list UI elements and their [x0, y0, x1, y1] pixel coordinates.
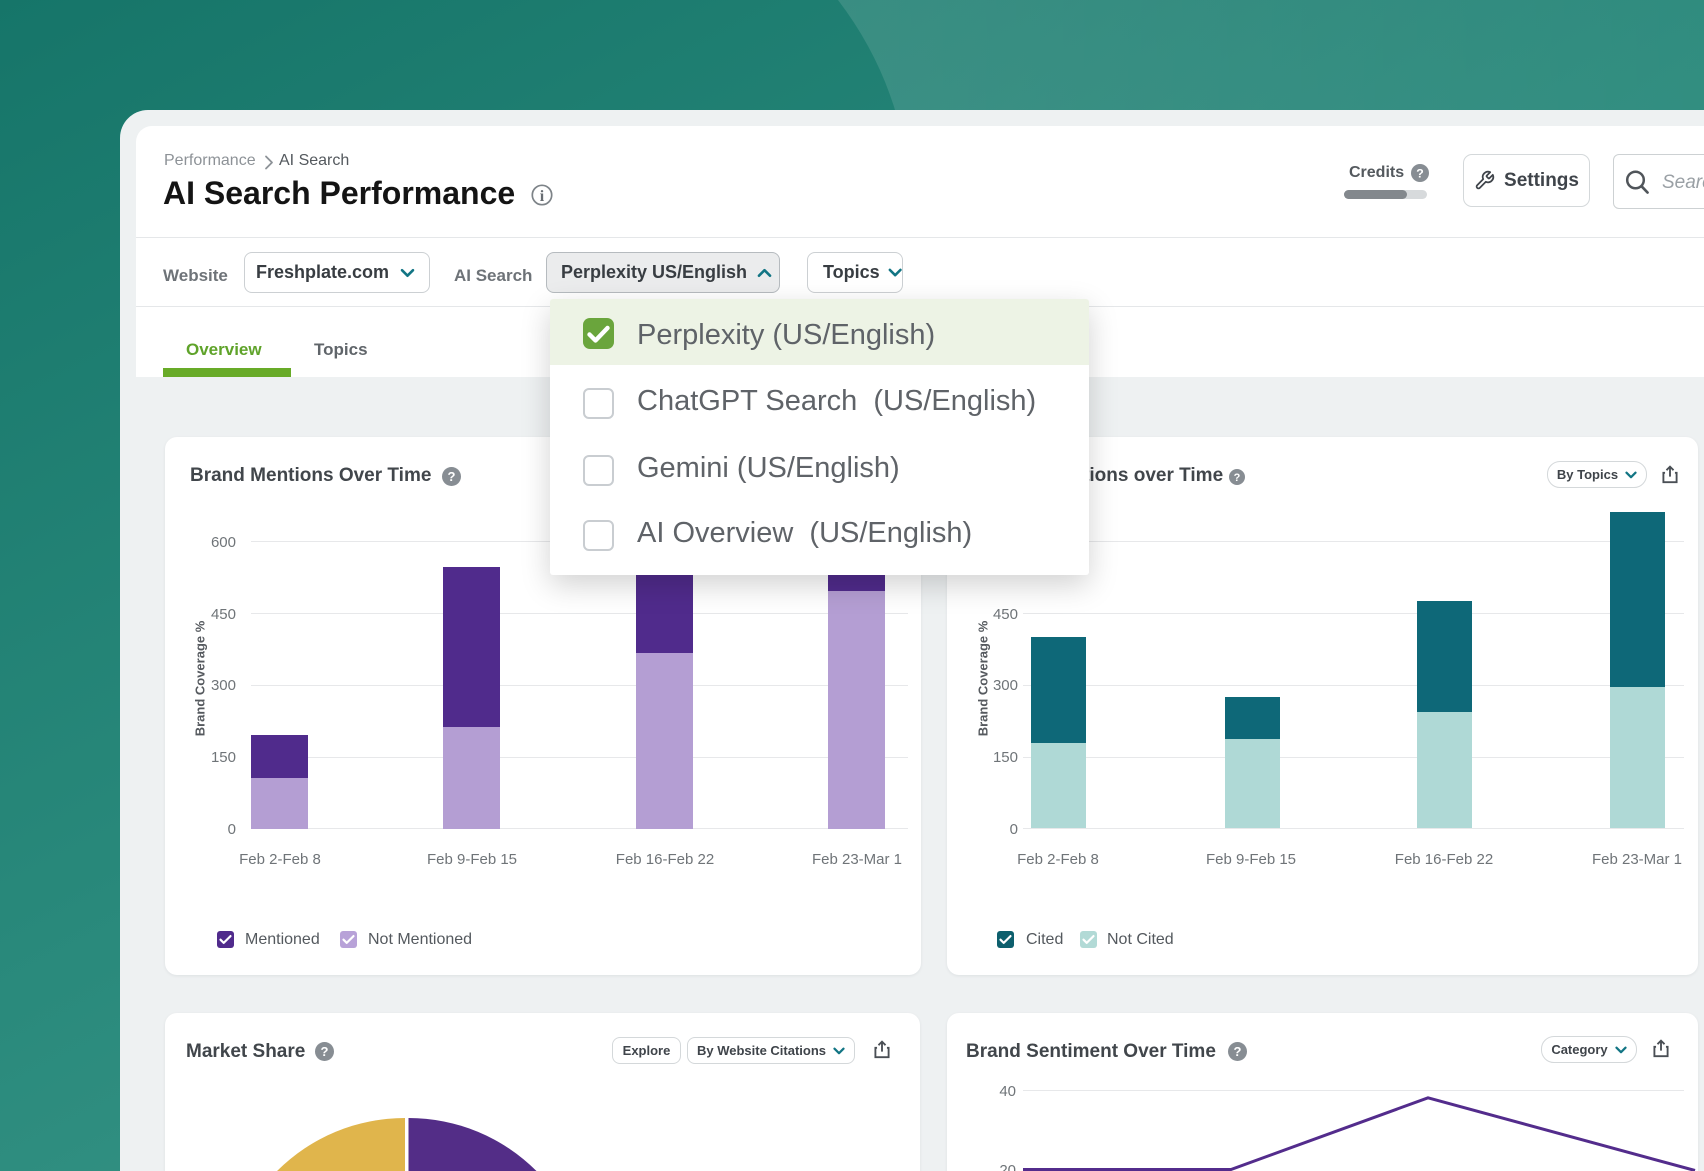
- svg-text:?: ?: [321, 1044, 329, 1059]
- svg-text:?: ?: [1234, 1044, 1242, 1059]
- svg-text:?: ?: [1416, 166, 1424, 180]
- svg-text:i: i: [540, 188, 545, 205]
- svg-text:?: ?: [448, 469, 456, 484]
- svg-text:?: ?: [1234, 472, 1241, 484]
